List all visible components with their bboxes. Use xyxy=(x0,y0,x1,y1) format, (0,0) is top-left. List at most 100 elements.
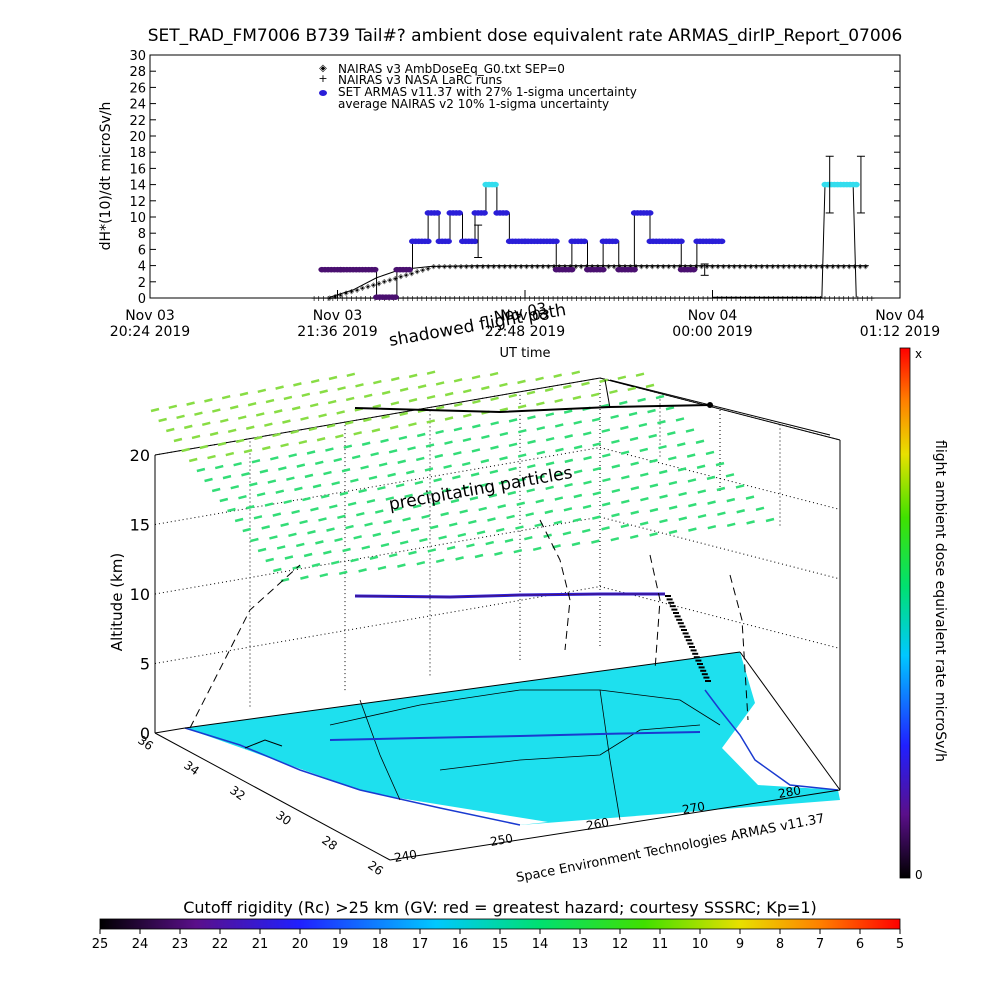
armas-marker xyxy=(690,266,698,273)
precip-dash xyxy=(416,432,426,438)
precip-dash xyxy=(611,439,620,444)
precip-dash xyxy=(265,557,275,563)
dashed-projection xyxy=(539,519,571,651)
precip-dash xyxy=(173,437,183,443)
precip-dash xyxy=(525,512,535,517)
nairas-v3-marker: ◈ xyxy=(748,263,754,271)
precip-dash xyxy=(183,424,193,430)
nairas-v3-marker: ◈ xyxy=(857,263,863,271)
legend-entry-armas: SET ARMAS v11.37 with 27% 1-sigma uncert… xyxy=(338,85,637,99)
longitude-tick-label: 250 xyxy=(489,831,514,849)
precip-dash xyxy=(592,491,602,496)
precip-dash xyxy=(188,457,198,463)
precip-dash xyxy=(416,560,426,566)
precip-dash xyxy=(485,540,495,546)
precip-dash xyxy=(648,433,658,439)
precip-dash xyxy=(668,456,677,461)
rigidity-tick-label: 14 xyxy=(532,937,549,952)
precip-dash xyxy=(668,480,678,486)
latitude-tick-label: 26 xyxy=(365,858,386,878)
nairas-v3-marker: ◈ xyxy=(343,289,349,297)
nairas-v3-marker: ◈ xyxy=(825,263,831,271)
nairas-v3-marker: ◈ xyxy=(754,263,760,271)
precip-dash xyxy=(194,411,203,416)
precip-dash xyxy=(222,474,232,480)
precip-dash xyxy=(434,453,444,459)
larc-marker: + xyxy=(461,294,468,303)
precip-dash xyxy=(697,513,707,519)
larc-marker: + xyxy=(629,294,636,303)
larc-marker: + xyxy=(358,294,365,303)
nairas-v3-marker: ◈ xyxy=(803,263,809,271)
armas-marker xyxy=(568,266,576,273)
precip-dash xyxy=(310,507,319,512)
precip-dash xyxy=(295,542,305,548)
precip-dash xyxy=(346,372,356,378)
y-tick-label: 12 xyxy=(129,195,146,210)
larc-marker: + xyxy=(334,294,341,303)
precip-dash xyxy=(316,437,326,442)
precip-dash xyxy=(527,439,536,445)
rigidity-colorbar-ticks: 25 24 23 22 21 20 19 18 17 16 15 14 13 12 11 10 9 8 7 6 5 xyxy=(92,929,904,952)
larc-marker: + xyxy=(353,294,360,303)
larc-marker: + xyxy=(601,294,608,303)
precip-dash xyxy=(326,423,336,429)
precip-dash xyxy=(535,376,544,382)
nairas-v3-marker: ◈ xyxy=(775,263,781,271)
armas-marker xyxy=(371,266,379,273)
nairas-v3-marker: ◈ xyxy=(486,263,492,271)
precip-dash xyxy=(466,543,475,548)
precip-dash xyxy=(273,567,282,573)
nairas-v3-marker: ◈ xyxy=(568,263,574,271)
precip-dash xyxy=(655,394,665,400)
precip-dash xyxy=(610,536,620,542)
larc-marker: + xyxy=(320,294,327,303)
precip-dash xyxy=(360,465,369,470)
nairas-v3-marker: ◈ xyxy=(611,263,617,271)
nairas-v3-marker: ◈ xyxy=(442,263,448,271)
precip-dash xyxy=(545,485,554,491)
precip-dash xyxy=(490,421,500,426)
nairas-v3-marker: ◈ xyxy=(464,263,470,271)
z-tick-label: 0 xyxy=(140,724,150,743)
precip-dash xyxy=(715,461,725,467)
larc-marker: + xyxy=(822,294,829,303)
precip-dash xyxy=(204,398,213,403)
precip-dash xyxy=(462,413,472,418)
precip-dash xyxy=(319,389,328,394)
precip-dash xyxy=(515,525,524,530)
dose-colorbar-top-label: x xyxy=(915,347,922,361)
precip-dash xyxy=(214,464,224,470)
precip-dash xyxy=(599,378,608,383)
precip-dash xyxy=(311,562,321,568)
nairas-v3-marker: ◈ xyxy=(360,284,366,292)
precip-dash xyxy=(255,412,265,417)
precip-dash xyxy=(217,441,227,447)
precip-dash xyxy=(393,506,403,512)
precip-dash xyxy=(563,409,573,414)
y-tick-label: 2 xyxy=(138,276,146,291)
precip-dash xyxy=(440,511,449,517)
rigidity-tick-label: 18 xyxy=(372,937,389,952)
precip-dash xyxy=(610,414,619,420)
precip-dash xyxy=(489,469,499,475)
dashed-projection xyxy=(729,574,749,721)
precip-dash xyxy=(444,391,454,397)
precip-dash xyxy=(345,396,355,402)
precip-dash xyxy=(385,496,395,501)
precip-dash xyxy=(582,504,592,510)
rigidity-tick-label: 8 xyxy=(776,937,784,952)
nairas-v3-marker: ◈ xyxy=(633,263,639,271)
armas-marker xyxy=(580,238,588,245)
precip-dash xyxy=(583,455,592,461)
larc-marker: + xyxy=(536,294,543,303)
flight-3d-panel: shadowed flight path Nov 03 precipitatin… xyxy=(108,299,841,886)
x-tick-label-time: 20:24 2019 xyxy=(110,324,190,340)
larc-marker: + xyxy=(831,294,838,303)
precip-dash xyxy=(310,378,320,384)
nairas-v3-marker: ◈ xyxy=(710,263,716,271)
precip-dash xyxy=(410,527,420,532)
precip-dash xyxy=(237,415,247,420)
precip-dash xyxy=(717,511,726,516)
precip-dash xyxy=(536,401,545,406)
